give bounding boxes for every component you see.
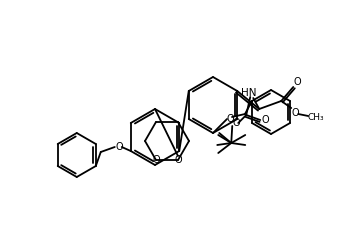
Text: O: O bbox=[116, 142, 124, 152]
Text: O: O bbox=[232, 118, 240, 128]
Text: O: O bbox=[226, 114, 234, 124]
Text: O: O bbox=[152, 155, 160, 165]
Text: CH₃: CH₃ bbox=[308, 113, 325, 122]
Text: HN: HN bbox=[242, 88, 257, 98]
Text: O: O bbox=[291, 108, 299, 118]
Text: O: O bbox=[174, 155, 182, 165]
Text: O: O bbox=[294, 77, 301, 87]
Text: O: O bbox=[261, 115, 269, 125]
